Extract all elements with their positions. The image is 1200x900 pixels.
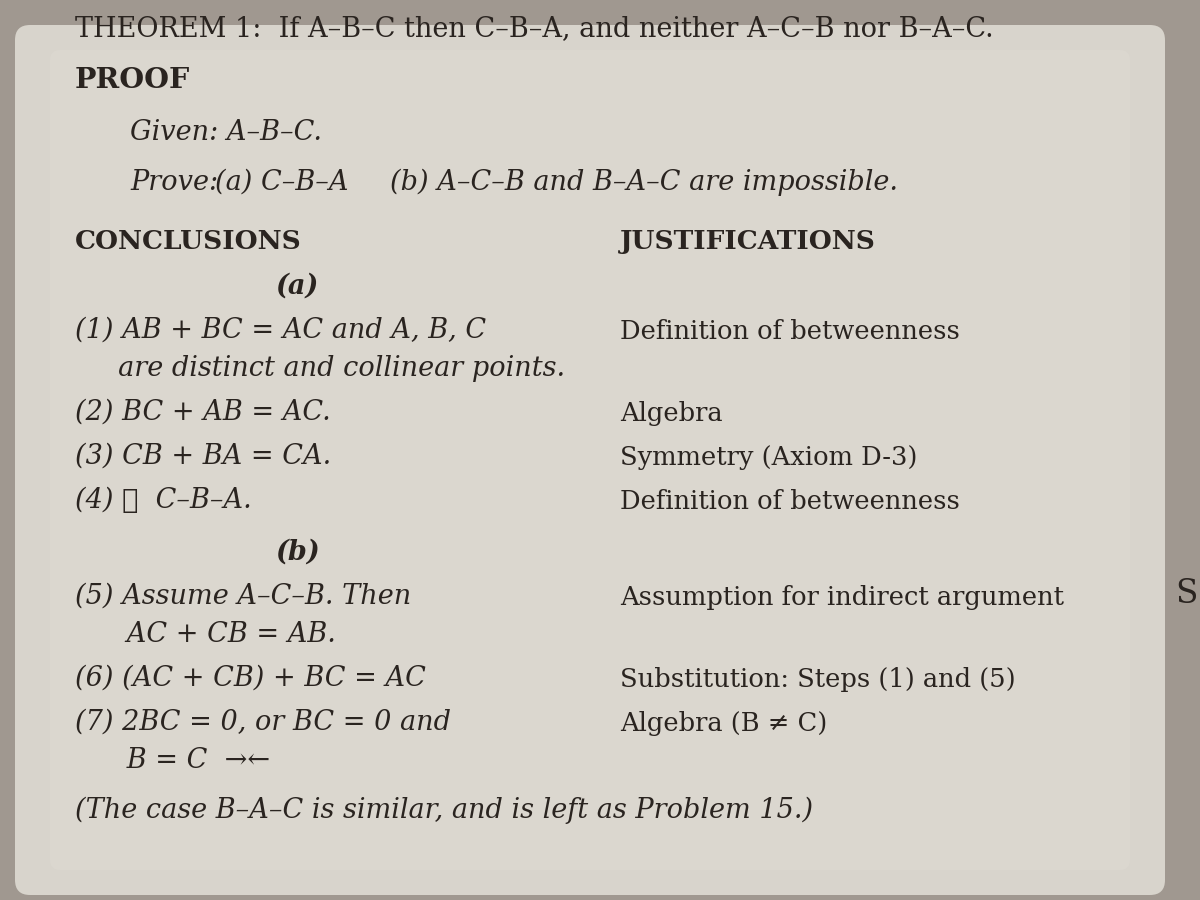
Text: (5) Assume A–C–B. Then: (5) Assume A–C–B. Then (74, 583, 412, 610)
Text: Given: A–B–C.: Given: A–B–C. (130, 119, 322, 146)
Text: (1) AB + BC = AC and A, B, C: (1) AB + BC = AC and A, B, C (74, 317, 486, 344)
Text: (2) BC + AB = AC.: (2) BC + AB = AC. (74, 399, 331, 426)
Text: Algebra: Algebra (620, 401, 722, 426)
Text: (4) ∴  C–B–A.: (4) ∴ C–B–A. (74, 487, 252, 514)
Text: (The case B–A–C is similar, and is left as Problem 15.): (The case B–A–C is similar, and is left … (74, 796, 814, 824)
Text: Symmetry (Axiom D-3): Symmetry (Axiom D-3) (620, 445, 917, 470)
Text: (6) (AC + CB) + BC = AC: (6) (AC + CB) + BC = AC (74, 665, 426, 692)
Text: S: S (1175, 578, 1198, 610)
Text: (b) A–C–B and B–A–C are impossible.: (b) A–C–B and B–A–C are impossible. (390, 168, 898, 196)
Text: (3) CB + BA = CA.: (3) CB + BA = CA. (74, 443, 331, 470)
Text: THEOREM 1:  If A–B–C then C–B–A, and neither A–C–B nor B–A–C.: THEOREM 1: If A–B–C then C–B–A, and neit… (74, 15, 994, 42)
FancyBboxPatch shape (50, 50, 1130, 870)
Text: PROOF: PROOF (74, 67, 191, 94)
FancyBboxPatch shape (14, 25, 1165, 895)
Text: Substitution: Steps (1) and (5): Substitution: Steps (1) and (5) (620, 667, 1015, 692)
Text: Definition of betweenness: Definition of betweenness (620, 319, 960, 344)
Text: Assumption for indirect argument: Assumption for indirect argument (620, 585, 1064, 610)
Text: Prove:: Prove: (130, 169, 218, 196)
Text: (b): (b) (275, 539, 319, 566)
Text: Definition of betweenness: Definition of betweenness (620, 489, 960, 514)
Text: (a) C–B–A: (a) C–B–A (215, 169, 348, 196)
Text: CONCLUSIONS: CONCLUSIONS (74, 229, 301, 254)
Text: are distinct and collinear points.: are distinct and collinear points. (74, 355, 565, 382)
Text: B = C  →←: B = C →← (74, 747, 270, 774)
Text: (7) 2BC = 0, or BC = 0 and: (7) 2BC = 0, or BC = 0 and (74, 709, 451, 736)
Text: Algebra (B ≠ C): Algebra (B ≠ C) (620, 711, 827, 736)
Text: (a): (a) (275, 273, 318, 300)
Text: JUSTIFICATIONS: JUSTIFICATIONS (620, 229, 876, 254)
Text: AC + CB = AB.: AC + CB = AB. (74, 621, 336, 648)
